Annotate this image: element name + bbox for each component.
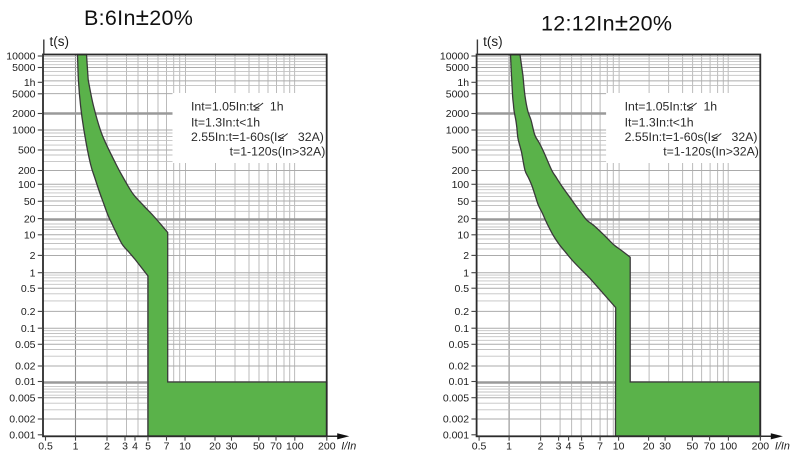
svg-text:Int=1.05In:t≤ 1h: Int=1.05In:t≤ 1h <box>191 99 284 113</box>
svg-text:0.02: 0.02 <box>449 361 470 373</box>
svg-text:50: 50 <box>687 441 699 453</box>
svg-text:0.01: 0.01 <box>449 376 470 388</box>
svg-text:0.01: 0.01 <box>15 376 36 388</box>
svg-text:0.1: 0.1 <box>454 323 469 335</box>
svg-text:0.001: 0.001 <box>443 430 469 442</box>
svg-text:It=1.3In:t<1h: It=1.3In:t<1h <box>625 115 694 129</box>
svg-text:10000: 10000 <box>6 51 35 63</box>
svg-text:4: 4 <box>566 441 572 453</box>
svg-text:2: 2 <box>538 441 544 453</box>
svg-text:0.02: 0.02 <box>15 361 36 373</box>
svg-text:3: 3 <box>556 441 562 453</box>
svg-text:20: 20 <box>643 441 655 453</box>
svg-text:0.5: 0.5 <box>38 441 53 453</box>
svg-text:50: 50 <box>24 196 36 208</box>
svg-text:I/In: I/In <box>341 441 356 453</box>
svg-text:2.55In:t=1-60s(I≤ 32A): 2.55In:t=1-60s(I≤ 32A) <box>191 130 324 144</box>
svg-text:70: 70 <box>270 441 282 453</box>
svg-text:1: 1 <box>73 441 79 453</box>
svg-text:200: 200 <box>318 441 336 453</box>
svg-text:0.05: 0.05 <box>15 339 36 351</box>
svg-text:1: 1 <box>506 441 512 453</box>
svg-text:t=1-120s(In>32A): t=1-120s(In>32A) <box>230 145 326 159</box>
svg-text:2000: 2000 <box>12 108 36 120</box>
svg-text:t(s): t(s) <box>483 34 503 49</box>
svg-text:0.05: 0.05 <box>449 339 470 351</box>
svg-text:5: 5 <box>579 441 585 453</box>
svg-text:5000: 5000 <box>12 89 36 101</box>
svg-text:5: 5 <box>145 441 151 453</box>
svg-text:70: 70 <box>704 441 716 453</box>
svg-text:10000: 10000 <box>440 51 469 63</box>
svg-text:0.002: 0.002 <box>9 414 35 426</box>
svg-text:5000: 5000 <box>446 62 470 74</box>
svg-text:B:6In±20%: B:6In±20% <box>84 4 193 31</box>
svg-text:Int=1.05In:t≤ 1h: Int=1.05In:t≤ 1h <box>625 99 718 113</box>
svg-text:10: 10 <box>24 230 36 242</box>
svg-text:I/In: I/In <box>775 441 790 453</box>
svg-text:20: 20 <box>209 441 221 453</box>
svg-text:0.005: 0.005 <box>443 392 469 404</box>
svg-text:30: 30 <box>659 441 671 453</box>
svg-text:0.005: 0.005 <box>9 392 35 404</box>
svg-text:3: 3 <box>122 441 128 453</box>
svg-text:t=1-120s(In>32A): t=1-120s(In>32A) <box>663 145 759 159</box>
svg-text:0.5: 0.5 <box>21 283 36 295</box>
svg-text:7: 7 <box>164 441 170 453</box>
svg-text:200: 200 <box>752 441 770 453</box>
svg-text:0.002: 0.002 <box>443 414 469 426</box>
svg-text:100: 100 <box>452 179 470 191</box>
svg-text:50: 50 <box>253 441 265 453</box>
svg-text:500: 500 <box>452 145 470 157</box>
svg-text:1: 1 <box>463 267 469 279</box>
svg-text:5000: 5000 <box>446 89 470 101</box>
svg-text:30: 30 <box>226 441 238 453</box>
svg-text:100: 100 <box>286 441 304 453</box>
svg-text:100: 100 <box>720 441 738 453</box>
svg-text:1h: 1h <box>457 77 469 89</box>
svg-text:0.001: 0.001 <box>9 430 35 442</box>
svg-text:200: 200 <box>452 165 470 177</box>
svg-text:200: 200 <box>18 165 36 177</box>
svg-text:2: 2 <box>30 250 36 262</box>
svg-text:10: 10 <box>179 441 191 453</box>
svg-text:1h: 1h <box>24 77 36 89</box>
svg-text:20: 20 <box>457 213 469 225</box>
svg-text:1000: 1000 <box>12 125 36 137</box>
svg-text:10: 10 <box>613 441 625 453</box>
svg-text:2: 2 <box>463 250 469 262</box>
svg-text:20: 20 <box>24 213 36 225</box>
svg-text:2: 2 <box>104 441 110 453</box>
svg-text:0.2: 0.2 <box>21 306 36 318</box>
svg-text:7: 7 <box>597 441 603 453</box>
svg-text:0.5: 0.5 <box>472 441 487 453</box>
svg-text:12:12In±20%: 12:12In±20% <box>541 10 672 37</box>
svg-text:0.5: 0.5 <box>454 283 469 295</box>
svg-text:2.55In:t=1-60s(I≤ 32A): 2.55In:t=1-60s(I≤ 32A) <box>625 130 758 144</box>
svg-text:0.1: 0.1 <box>21 323 36 335</box>
svg-text:50: 50 <box>457 196 469 208</box>
svg-text:500: 500 <box>18 145 36 157</box>
svg-text:1: 1 <box>30 267 36 279</box>
svg-text:1000: 1000 <box>446 125 470 137</box>
svg-text:2000: 2000 <box>446 108 470 120</box>
svg-text:4: 4 <box>132 441 138 453</box>
svg-text:100: 100 <box>18 179 36 191</box>
svg-text:t(s): t(s) <box>50 34 70 49</box>
svg-text:It=1.3In:t<1h: It=1.3In:t<1h <box>191 115 260 129</box>
svg-text:10: 10 <box>457 230 469 242</box>
svg-text:0.2: 0.2 <box>454 306 469 318</box>
svg-text:5000: 5000 <box>12 62 36 74</box>
